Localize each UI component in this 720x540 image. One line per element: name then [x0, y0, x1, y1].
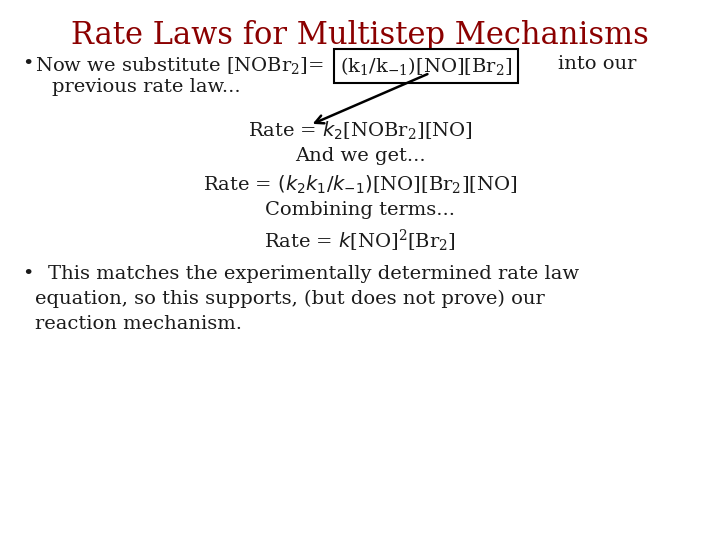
Text: equation, so this supports, (but does not prove) our: equation, so this supports, (but does no…	[35, 290, 545, 308]
Text: •: •	[22, 55, 33, 73]
Text: And we get...: And we get...	[294, 147, 426, 165]
Text: previous rate law...: previous rate law...	[52, 78, 240, 96]
Text: $\mathregular{(k_1/k_{-1})[NO][Br_2]}$: $\mathregular{(k_1/k_{-1})[NO][Br_2]}$	[340, 55, 513, 77]
Text: into our: into our	[558, 55, 636, 73]
Text: This matches the experimentally determined rate law: This matches the experimentally determin…	[48, 265, 579, 283]
Text: Combining terms...: Combining terms...	[265, 201, 455, 219]
Text: Rate = $(k_2k_1/k_{-1})\mathregular{[NO][Br_2][NO]}$: Rate = $(k_2k_1/k_{-1})\mathregular{[NO]…	[203, 174, 517, 197]
Text: Now we substitute $\mathregular{[NOBr_2]}$=: Now we substitute $\mathregular{[NOBr_2]…	[35, 55, 324, 76]
Text: Rate Laws for Multistep Mechanisms: Rate Laws for Multistep Mechanisms	[71, 20, 649, 51]
Text: reaction mechanism.: reaction mechanism.	[35, 315, 242, 333]
Text: •: •	[22, 265, 33, 283]
Text: Rate = $k_2\mathregular{[NOBr_2][NO]}$: Rate = $k_2\mathregular{[NOBr_2][NO]}$	[248, 120, 472, 143]
Text: Rate = $k\mathregular{[NO]^2[Br_2]}$: Rate = $k\mathregular{[NO]^2[Br_2]}$	[264, 228, 456, 254]
